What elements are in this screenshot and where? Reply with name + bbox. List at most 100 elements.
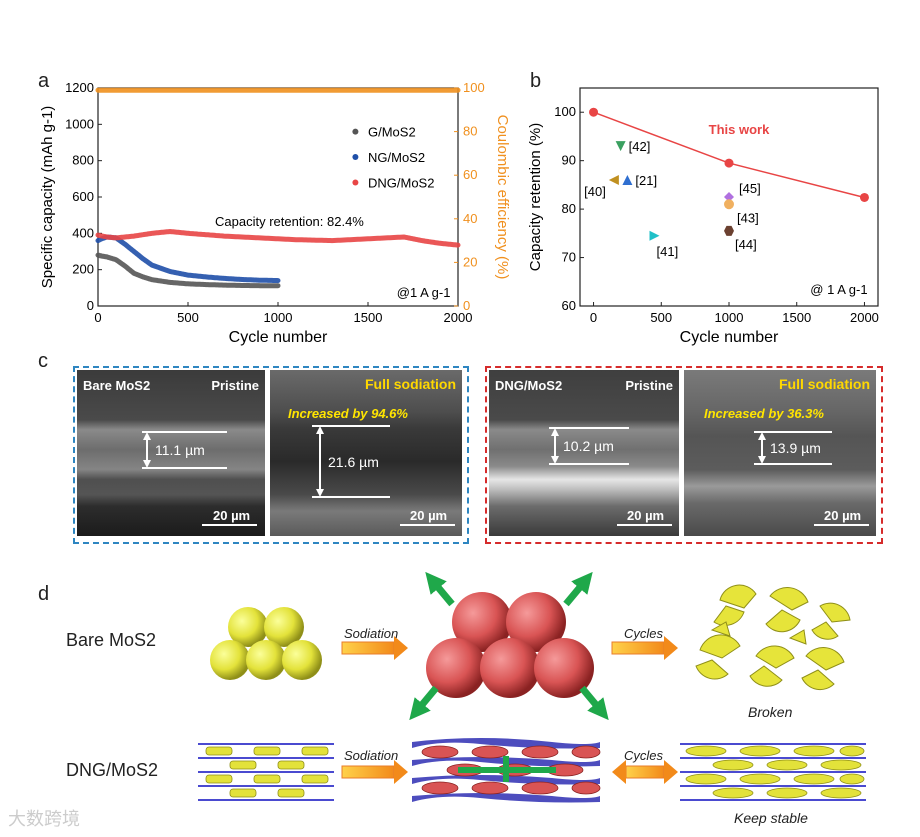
chart-a-series-1: [95, 234, 281, 284]
chart-a-legend-label: G/MoS2: [368, 125, 416, 140]
sem-dng-full-label: Full sodiation: [779, 376, 870, 392]
panel-label-c: c: [38, 350, 48, 372]
sem-dng-t1: 10.2 µm: [563, 438, 614, 454]
cycles-arrow-bottom: [612, 760, 678, 784]
chart-b-ref-label: [43]: [737, 210, 759, 225]
chart-a-ytick-label: 1000: [65, 116, 94, 131]
sem-bare-t2: 21.6 µm: [328, 454, 379, 470]
chart-a-y2tick-label: 60: [463, 167, 477, 182]
chart-b-thiswork-label: This work: [709, 122, 770, 137]
broken-label: Broken: [748, 704, 793, 720]
chart-b-thiswork-point: [724, 158, 734, 168]
bare-mos2-label: Bare MoS2: [66, 630, 157, 650]
sem-bare-pristine-label: Pristine: [211, 378, 259, 393]
keep-stable-label: Keep stable: [734, 810, 808, 826]
red-spheres: [409, 571, 609, 721]
sodiation-label-top: Sodiation: [344, 626, 399, 641]
chart-a-series-0: [95, 252, 281, 289]
chart-b: 0 500 1000 1500 2000 60 70 80 90 100 Cycle number C…: [527, 87, 879, 346]
chart-b-ytick-label: 80: [562, 201, 576, 216]
chart-a: 0 500 1000 1500 2000020040060080010001200020…: [39, 80, 511, 346]
sem-dng-increase: Increased by 36.3%: [704, 406, 824, 421]
sem-bare-scale-1: 20 µm: [213, 508, 251, 523]
sem-dng-pristine: DNG/MoS2 Pristine 10.2 µm 20 µm: [489, 370, 679, 536]
chart-a-xtick-label: 2000: [444, 310, 473, 325]
chart-b-xtick-label: 0: [590, 310, 597, 325]
chart-b-ytick-label: 100: [554, 104, 576, 119]
chart-a-ytick-label: 1200: [65, 80, 94, 95]
sem-bare-t1: 11.1 µm: [155, 442, 205, 458]
sem-dng-scale-2: 20 µm: [824, 508, 862, 523]
sem-bare-full-label: Full sodiation: [365, 376, 456, 392]
sem-bare-pristine-marks: [142, 431, 257, 526]
sem-bare-full: Full sodiation Increased by 94.6% 21.6 µ…: [270, 370, 462, 536]
chart-b-ref-marker: [615, 141, 626, 152]
chart-b-ref-marker: [724, 199, 734, 210]
chart-a-xtick-label: 1500: [354, 310, 383, 325]
chart-b-ref-label: [45]: [739, 181, 761, 196]
chart-b-ref-label: [40]: [584, 184, 606, 199]
chart-b-ylabel: Capacity retention (%): [527, 123, 544, 271]
sodiation-arrow-bottom: [341, 760, 408, 784]
chart-b-xtick-label: 2000: [850, 310, 879, 325]
sem-box-bare: [73, 366, 469, 544]
chart-b-ref-label: [44]: [735, 237, 757, 252]
sem-dng-full: Full sodiation Increased by 36.3% 13.9 µ…: [684, 370, 876, 536]
chart-b-ref-marker: [622, 175, 633, 186]
chart-b-ref-label: [41]: [657, 244, 679, 259]
chart-a-frame: [97, 87, 459, 307]
chart-a-y2tick-label: 40: [463, 211, 477, 226]
cycles-label-top: Cycles: [624, 626, 664, 641]
chart-a-rate-label: @1 A g-1: [397, 285, 451, 300]
chart-b-thiswork-point: [589, 107, 599, 117]
chart-b-ref-marker: [724, 225, 734, 236]
chart-a-legend-marker: [352, 128, 359, 135]
dng-layers-left: [198, 743, 334, 801]
chart-b-ytick-label: 70: [562, 250, 576, 265]
chart-a-xtick-label: 0: [94, 310, 101, 325]
chart-a-y2tick-label: 0: [463, 298, 470, 313]
chart-b-ref-label: [21]: [635, 173, 657, 188]
sodiation-arrow-top: [341, 636, 408, 660]
watermark: 大数跨境: [8, 809, 80, 829]
chart-a-xlabel: Cycle number: [229, 329, 328, 346]
chart-a-ylabel2: Coulombic efficiency (%): [494, 115, 511, 280]
dng-layers-middle: [412, 738, 601, 803]
schematic-d: [198, 571, 866, 803]
bare-spheres: [210, 607, 322, 680]
chart-a-ytick-label: 200: [72, 262, 94, 277]
sem-dng-pristine-marks: [549, 427, 672, 526]
chart-a-xtick-label: 500: [177, 310, 199, 325]
panel-label-a: a: [38, 70, 50, 92]
chart-b-xlabel: Cycle number: [680, 329, 779, 346]
chart-a-ylabel: Specific capacity (mAh g-1): [39, 106, 56, 289]
sem-box-dng: [485, 366, 883, 544]
panel-label-b: b: [530, 70, 542, 92]
chart-b-ref-marker: [608, 175, 619, 186]
chart-a-legend-label: NG/MoS2: [368, 150, 425, 165]
sem-dng-scale-1: 20 µm: [627, 508, 665, 523]
sem-dng-title: DNG/MoS2: [495, 378, 563, 393]
chart-b-ytick-label: 60: [562, 298, 576, 313]
chart-a-annotation: Capacity retention: 82.4%: [215, 214, 364, 229]
sem-bare-pristine: Bare MoS2 Pristine 11.1 µm 20 µm: [77, 370, 265, 536]
sem-bare-title: Bare MoS2: [83, 378, 151, 393]
sem-bare-full-marks: [312, 425, 455, 526]
chart-b-ref-label: [42]: [629, 139, 651, 154]
sodiation-label-bottom: Sodiation: [344, 748, 399, 763]
chart-b-xtick-label: 500: [650, 310, 672, 325]
sem-dng-t2: 13.9 µm: [770, 440, 821, 456]
chart-b-ytick-label: 90: [562, 153, 576, 168]
chart-a-legend-marker: [352, 154, 359, 161]
chart-a-y2tick-label: 80: [463, 124, 477, 139]
chart-b-xtick-label: 1500: [782, 310, 811, 325]
chart-a-legend-label: DNG/MoS2: [368, 175, 434, 190]
chart-a-ytick-label: 0: [87, 298, 94, 313]
chart-a-xtick-label: 1000: [264, 310, 293, 325]
sem-bare-increase: Increased by 94.6%: [288, 406, 408, 421]
sem-dng-pristine-label: Pristine: [625, 378, 673, 393]
chart-a-y2tick-label: 100: [463, 80, 485, 95]
sem-bare-scale-2: 20 µm: [410, 508, 448, 523]
chart-b-ref-marker: [649, 230, 660, 241]
chart-a-y2tick-label: 20: [463, 254, 477, 269]
